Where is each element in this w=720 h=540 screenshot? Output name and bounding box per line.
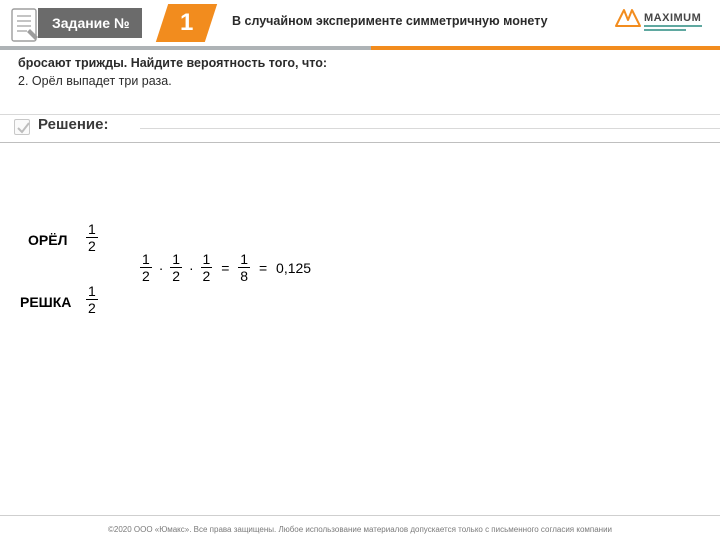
fraction-result: 1 8 <box>238 252 250 283</box>
equals-sign: = <box>254 260 272 276</box>
fraction-denominator: 2 <box>86 299 98 315</box>
fraction-numerator: 1 <box>86 222 98 237</box>
tails-label: РЕШКА <box>20 294 71 310</box>
fraction-eagle: 1 2 <box>86 222 98 253</box>
checkbox-icon <box>14 119 30 135</box>
fraction-numerator: 1 <box>170 252 182 267</box>
footer-divider <box>0 515 720 516</box>
fraction-denominator: 2 <box>170 267 182 283</box>
accent-divider <box>0 46 720 50</box>
logo-text: MAXIMUM <box>644 12 701 24</box>
fraction-numerator: 1 <box>238 252 250 267</box>
multiply-dot: · <box>156 260 167 276</box>
fraction-denominator: 2 <box>86 237 98 253</box>
fraction-term-2: 1 2 <box>170 252 182 283</box>
task-number-badge: 1 <box>162 4 211 42</box>
solution-label: Решение: <box>38 116 108 133</box>
fraction-numerator: 1 <box>86 284 98 299</box>
fraction-denominator: 2 <box>201 267 213 283</box>
task-number: 1 <box>180 4 193 42</box>
fraction-term-1: 1 2 <box>140 252 152 283</box>
fraction-denominator: 8 <box>238 267 250 283</box>
eagle-label: ОРЁЛ <box>28 232 67 248</box>
fraction-tails: 1 2 <box>86 284 98 315</box>
solution-header: Решение: <box>0 116 720 142</box>
fraction-denominator: 2 <box>140 267 152 283</box>
slide: Задание № 1 В случайном эксперименте сим… <box>0 0 720 540</box>
maximum-logo: MAXIMUM <box>614 6 706 36</box>
document-icon <box>8 7 42 45</box>
header: Задание № 1 В случайном эксперименте сим… <box>0 8 720 38</box>
fraction-numerator: 1 <box>140 252 152 267</box>
description-line-2: бросают трижды. Найдите вероятность того… <box>18 56 327 70</box>
subtask-text: 2. Орёл выпадет три раза. <box>18 74 172 88</box>
multiply-dot: · <box>186 260 197 276</box>
footer-text: ©2020 ООО «Юмакс». Все права защищены. Л… <box>0 525 720 534</box>
fraction-term-3: 1 2 <box>201 252 213 283</box>
task-label: Задание № <box>38 8 142 38</box>
decimal-answer: 0,125 <box>276 260 311 276</box>
equation: 1 2 · 1 2 · 1 2 = 1 8 = 0,125 <box>140 252 311 283</box>
description-line-1: В случайном эксперименте симметричную мо… <box>232 14 548 28</box>
equals-sign: = <box>216 260 234 276</box>
fraction-numerator: 1 <box>201 252 213 267</box>
